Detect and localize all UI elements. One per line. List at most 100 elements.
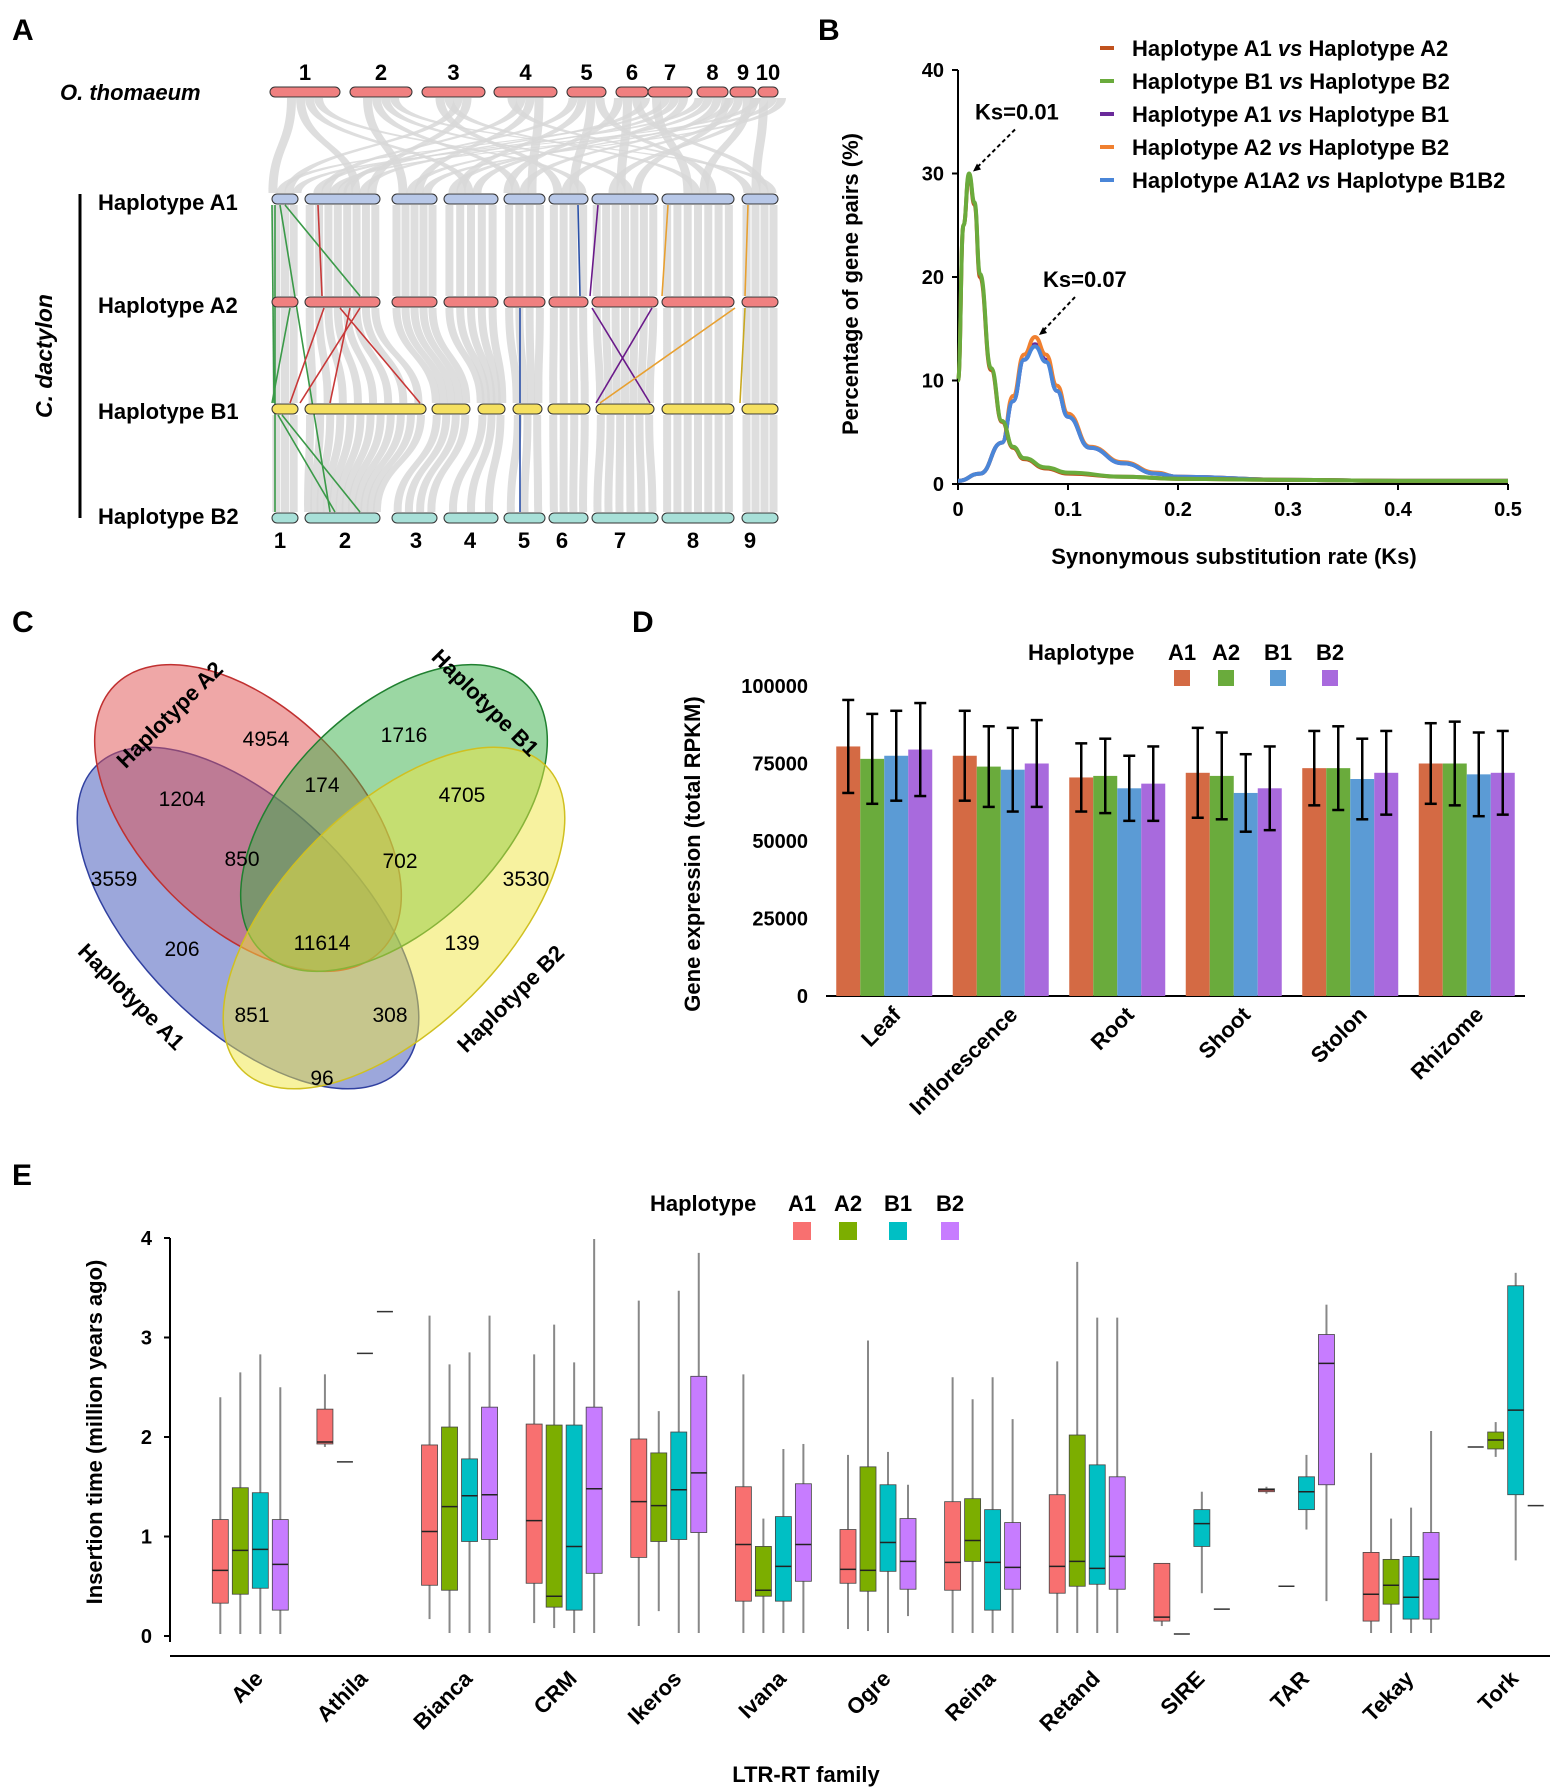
ins-box [1298,1476,1315,1511]
haplotype-chromosome-1 [271,193,299,205]
synteny-band [519,98,722,193]
synteny-band [335,415,365,512]
synteny-band [751,98,768,193]
ins-box [650,1452,668,1542]
synteny-band [673,205,682,296]
venn-count-a2-b2: 139 [444,932,479,955]
haplotype-chromosome-8 [661,403,735,415]
haplotype-chromosome-2 [304,512,381,524]
synteny-band [392,205,401,296]
synteny-band [343,308,378,403]
ks-legend-part: Haplotype A1 [1132,36,1278,61]
synteny-band [313,98,704,193]
synteny-band [569,205,578,296]
colored-synteny-link [271,307,291,404]
ins-y-tick-label: 0 [141,1626,152,1648]
synteny-band [347,415,385,512]
synteny-band [352,308,393,403]
synteny-band [281,415,289,512]
synteny-band [760,308,769,403]
expr-legend: A1 A2 B1 B2 [1168,640,1344,686]
synteny-band [485,415,505,512]
synteny-band [592,205,601,296]
synteny-band [410,308,455,403]
synteny-band [422,98,786,193]
synteny-band [305,205,314,296]
top-chromosome-label: 5 [580,60,592,85]
ks-legend-part: Haplotype B1B2 [1331,168,1506,193]
ins-box [964,1498,982,1562]
ins-y-axis-label: Insertion time (million years ago) [82,1260,107,1605]
synteny-band [272,415,281,512]
synteny-band [769,415,778,512]
expr-bar [1117,788,1142,996]
colored-synteny-link [284,204,361,297]
colored-synteny-link [599,307,736,404]
synteny-band [769,308,778,403]
ks-legend-part-vs: vs [1279,69,1303,94]
venn-ellipse-b2 [222,746,566,1090]
top-chromosome-label: 8 [706,60,718,85]
synteny-band [410,205,419,296]
top-chromosome-label: 9 [737,60,749,85]
ins-box [1362,1552,1380,1622]
synteny-band [694,415,702,512]
ks-legend-label: Haplotype B1 vs Haplotype B2 [1132,69,1450,94]
o-thomaeum-chromosome-4 [493,86,558,98]
synteny-band [456,308,491,403]
haplotype-chromosome-7 [591,512,659,524]
synteny-band [477,308,501,403]
synteny-band [714,205,723,296]
ins-box [879,1484,897,1572]
synteny-band [333,308,362,403]
synteny-band [639,205,648,296]
haplotype-chromosome-1 [271,512,299,524]
synteny-band [611,205,620,296]
synteny-band [663,205,672,296]
haplotype-chromosome-5 [512,403,543,415]
synteny-band [488,205,497,296]
synteny-band [751,205,760,296]
ins-legend-label: B2 [936,1191,964,1216]
venn-count-a2-b1: 174 [304,774,339,797]
haplotype-chromosome-3 [391,296,438,308]
ks-legend-part: Haplotype B2 [1303,69,1450,94]
synteny-band [611,308,621,403]
ins-box [441,1426,458,1591]
synteny-band [315,308,332,403]
synteny-band [525,308,536,403]
colored-synteny-link [739,307,746,404]
venn-count-a1-b1: 206 [164,938,199,961]
ins-box [1004,1522,1022,1590]
synteny-band [694,205,702,296]
synteny-band [428,205,437,296]
ins-category-label: Ivana [733,1665,791,1723]
synteny-band [760,205,769,296]
synteny-band [428,308,471,403]
ks-y-tick-label: 40 [922,60,944,82]
ks-x-tick-label: 0.1 [1054,499,1082,521]
synteny-band [769,205,778,296]
haplotype-chromosome-8 [661,193,735,205]
bottom-chromosome-label: 8 [687,528,699,553]
ins-legend-label: B1 [884,1191,912,1216]
ins-box [1382,1558,1400,1605]
synteny-band [704,205,713,296]
synteny-band [281,308,289,403]
ks-x-tick-label: 0.3 [1274,499,1302,521]
synteny-band [673,415,682,512]
synteny-links [268,98,786,513]
haplotype-chromosome-6 [548,193,589,205]
synteny-band [714,415,723,512]
synteny-band [742,415,751,512]
ks-annotation-arrow-line [974,128,1016,171]
synteny-band [284,98,463,193]
ins-y-tick-label: 3 [141,1328,152,1350]
venn-count-b2: 3530 [503,868,550,891]
ins-box [1193,1509,1211,1547]
synteny-band [615,415,625,512]
expr-category-label: Root [1086,1001,1140,1055]
synteny-band [724,415,733,512]
ks-annotations: Ks=0.01 Ks=0.07 [973,100,1127,336]
ks-legend: Haplotype A1 vs Haplotype A2 Haplotype B1… [1100,36,1505,193]
